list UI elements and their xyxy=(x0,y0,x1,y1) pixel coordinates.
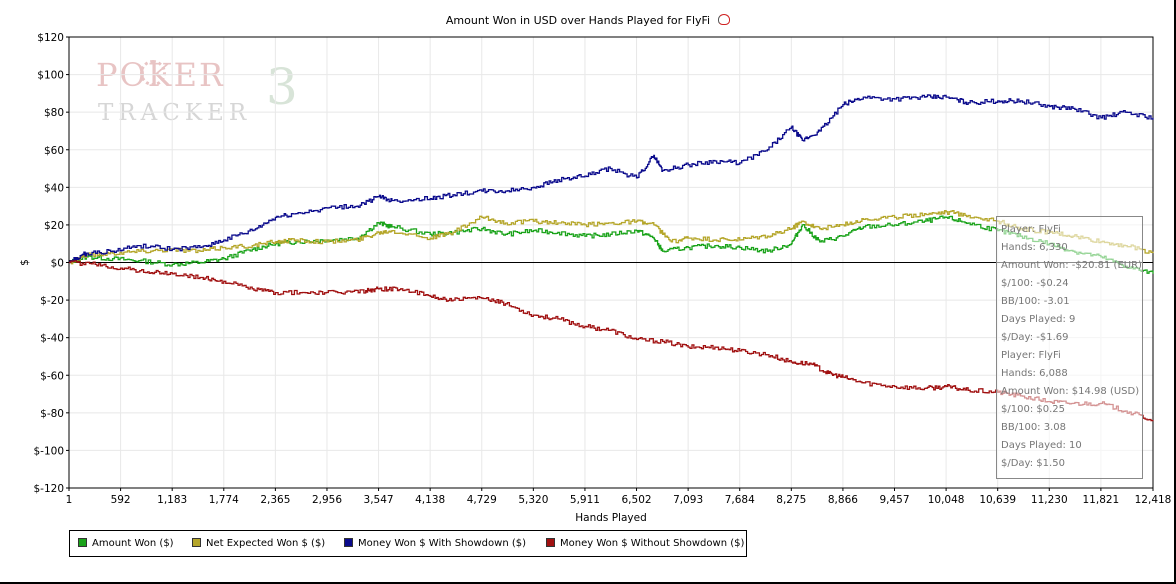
x-tick-label: 8,275 xyxy=(776,494,806,506)
x-tick-label: 1,774 xyxy=(209,494,239,506)
y-tick-label: $120 xyxy=(37,32,64,44)
x-tick-label: 11,230 xyxy=(1031,494,1068,506)
y-tick-label: $20 xyxy=(44,220,64,232)
legend-label: Amount Won ($) xyxy=(92,538,174,549)
series-line-1[interactable] xyxy=(69,210,1154,265)
x-tick-label: 10,048 xyxy=(928,494,965,506)
tooltip-line: Amount Won: -$20.81 (EUR) xyxy=(1001,260,1142,271)
y-tick-label: $-40 xyxy=(40,333,64,345)
x-tick-label: 7,684 xyxy=(725,494,755,506)
x-tick-label: 3,547 xyxy=(364,494,394,506)
y-tick-label: $40 xyxy=(44,182,64,194)
legend-item[interactable]: Money Won $ Without Showdown ($) xyxy=(546,538,744,549)
x-tick-label: 4,729 xyxy=(467,494,497,506)
tooltip-line: BB/100: -3.01 xyxy=(1001,296,1070,307)
y-tick-label: $-120 xyxy=(33,483,64,495)
legend-item[interactable]: Net Expected Won $ ($) xyxy=(192,538,325,549)
stats-tooltip: Player: FlyFi Hands: 6,330 Amount Won: -$2… xyxy=(996,216,1143,479)
chart-title: Amount Won in USD over Hands Played for … xyxy=(0,14,1176,27)
tooltip-line: $/100: -$0.24 xyxy=(1001,278,1069,289)
legend-swatch xyxy=(192,538,201,547)
x-tick-label: 1 xyxy=(66,494,73,506)
x-tick-label: 6,502 xyxy=(622,494,652,506)
edit-title-icon[interactable] xyxy=(718,14,731,25)
legend-label: Money Won $ With Showdown ($) xyxy=(358,538,527,549)
y-tick-label: $-60 xyxy=(40,370,64,382)
y-tick-label: $-80 xyxy=(40,408,64,420)
y-tick-label: $0 xyxy=(51,258,64,270)
tooltip-line: Hands: 6,088 xyxy=(1001,368,1068,379)
tooltip-line: $/100: $0.25 xyxy=(1001,404,1065,415)
y-tick-label: $80 xyxy=(44,107,64,119)
x-tick-label: 2,956 xyxy=(312,494,342,506)
series-line-2[interactable] xyxy=(69,94,1154,264)
legend-label: Money Won $ Without Showdown ($) xyxy=(560,538,745,549)
x-tick-label: 8,866 xyxy=(828,494,858,506)
tooltip-line: Player: FlyFi xyxy=(1001,224,1061,235)
x-tick-label: 9,457 xyxy=(879,494,909,506)
x-tick-label: 11,821 xyxy=(1083,494,1120,506)
x-tick-label: 592 xyxy=(111,494,131,506)
tooltip-line: BB/100: 3.08 xyxy=(1001,422,1066,433)
x-tick-label: 5,320 xyxy=(518,494,548,506)
x-tick-label: 4,138 xyxy=(415,494,445,506)
tooltip-line: Days Played: 9 xyxy=(1001,314,1076,325)
x-tick-label: 10,639 xyxy=(979,494,1016,506)
x-tick-label: 7,093 xyxy=(673,494,703,506)
tooltip-line: Hands: 6,330 xyxy=(1001,242,1068,253)
x-tick-label: 5,911 xyxy=(570,494,600,506)
legend-swatch xyxy=(344,538,353,547)
y-tick-label: $100 xyxy=(37,70,64,82)
series-line-3[interactable] xyxy=(69,260,1154,422)
legend-item[interactable]: Money Won $ With Showdown ($) xyxy=(344,538,526,549)
x-tick-label: 1,183 xyxy=(157,494,187,506)
legend-item[interactable]: Amount Won ($) xyxy=(78,538,174,549)
y-tick-label: $-100 xyxy=(33,445,64,457)
legend-label: Net Expected Won $ ($) xyxy=(206,538,326,549)
series-line-0[interactable] xyxy=(69,215,1154,274)
y-tick-label: $60 xyxy=(44,145,64,157)
tooltip-line: $/Day: -$1.69 xyxy=(1001,332,1069,343)
legend-swatch xyxy=(546,538,555,547)
x-tick-label: 2,365 xyxy=(260,494,290,506)
x-axis-label: Hands Played xyxy=(575,512,646,524)
tooltip-line: Player: FlyFi xyxy=(1001,350,1061,361)
x-tick-label: 12,418 xyxy=(1135,494,1172,506)
y-tick-label: $-20 xyxy=(40,295,64,307)
legend-swatch xyxy=(78,538,87,547)
y-axis-label: $ xyxy=(19,259,31,266)
chart-legend[interactable]: Amount Won ($) Net Expected Won $ ($) Mone… xyxy=(69,530,747,557)
tooltip-line: Days Played: 10 xyxy=(1001,440,1082,451)
tooltip-line: $/Day: $1.50 xyxy=(1001,458,1065,469)
tooltip-line: Amount Won: $14.98 (USD) xyxy=(1001,386,1140,397)
